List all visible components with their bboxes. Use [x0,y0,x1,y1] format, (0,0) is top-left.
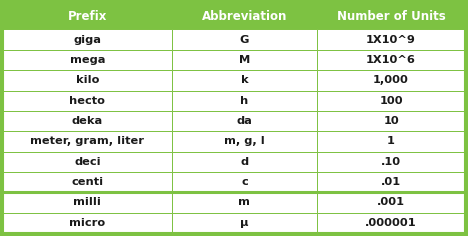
Text: da: da [236,116,252,126]
Bar [3,111,172,131]
Bar [317,50,465,70]
Bar [317,111,465,131]
Text: Number of Units: Number of Units [336,10,446,23]
Text: M: M [239,55,250,65]
Text: .01: .01 [381,177,401,187]
Text: d: d [241,157,249,167]
Bar [317,70,465,91]
Bar [172,30,317,50]
Text: milli: milli [73,198,101,207]
Bar [172,152,317,172]
Text: k: k [241,75,248,85]
Text: micro: micro [69,218,105,228]
Text: G: G [240,35,249,45]
Text: c: c [241,177,248,187]
Text: giga: giga [73,35,101,45]
Bar [172,213,317,233]
Text: .10: .10 [381,157,401,167]
Bar [3,91,172,111]
Text: mega: mega [70,55,105,65]
Bar [172,91,317,111]
Text: .000001: .000001 [365,218,417,228]
Bar [172,70,317,91]
Text: Abbreviation: Abbreviation [202,10,287,23]
Bar [3,172,172,192]
Bar [317,131,465,152]
Bar [172,50,317,70]
Bar [317,30,465,50]
Text: 1: 1 [387,136,395,146]
Bar [3,50,172,70]
Bar [317,213,465,233]
Bar [3,70,172,91]
Bar [317,3,465,30]
Bar [3,213,172,233]
Text: h: h [240,96,249,106]
Bar [317,91,465,111]
Text: hecto: hecto [69,96,105,106]
Text: 1,000: 1,000 [373,75,409,85]
Text: deka: deka [72,116,103,126]
Text: centi: centi [71,177,103,187]
Text: 1X10^6: 1X10^6 [366,55,416,65]
Bar [172,192,317,213]
Bar [3,30,172,50]
Text: meter, gram, liter: meter, gram, liter [30,136,144,146]
Bar [317,152,465,172]
Bar [172,111,317,131]
Text: 1X10^9: 1X10^9 [366,35,416,45]
Bar [3,192,172,213]
Text: deci: deci [74,157,101,167]
Text: .001: .001 [377,198,405,207]
Text: Prefix: Prefix [68,10,107,23]
Text: μ: μ [240,218,249,228]
Text: m: m [239,198,250,207]
Bar [172,3,317,30]
Bar [3,152,172,172]
Bar [172,131,317,152]
Bar [317,172,465,192]
Bar [3,3,172,30]
Text: 100: 100 [379,96,403,106]
Bar [3,131,172,152]
Text: m, g, l: m, g, l [224,136,265,146]
Bar [317,192,465,213]
Text: kilo: kilo [76,75,99,85]
Bar [172,172,317,192]
Text: 10: 10 [383,116,399,126]
